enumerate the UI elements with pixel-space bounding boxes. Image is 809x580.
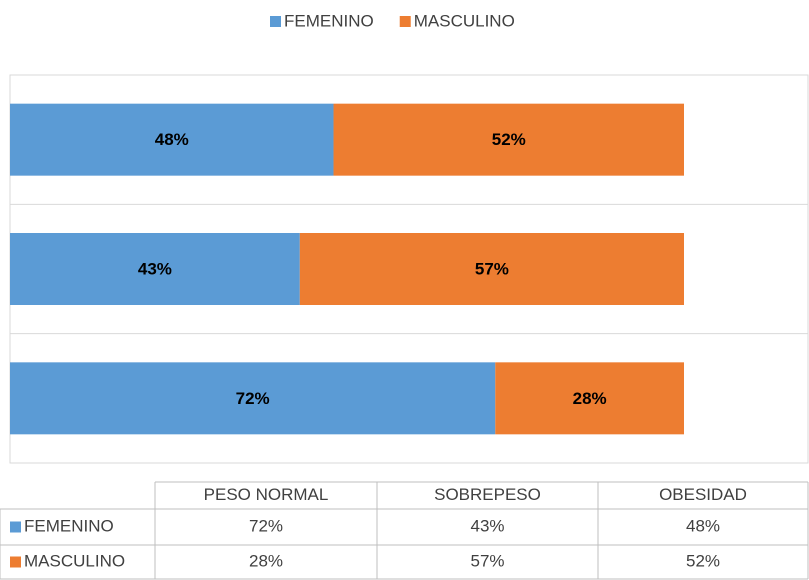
bar-segment: [10, 103, 334, 176]
table-row-label: MASCULINO: [24, 551, 125, 570]
data-label: 72%: [236, 389, 270, 408]
table-row-label: FEMENINO: [24, 516, 114, 535]
table-cell: 57%: [470, 551, 504, 570]
table-cell: 43%: [470, 516, 504, 535]
bar-segment: [299, 233, 684, 305]
data-label: 57%: [475, 259, 509, 278]
legend-label: FEMENINO: [284, 11, 374, 30]
table-cell: 28%: [249, 551, 283, 570]
table-header: PESO NORMAL: [204, 485, 329, 504]
table-swatch: [10, 556, 21, 568]
bar-segment: [333, 103, 684, 176]
data-label: 48%: [155, 130, 189, 149]
legend-label: MASCULINO: [414, 11, 515, 30]
table-header: SOBREPESO: [434, 485, 541, 504]
table-swatch: [10, 521, 21, 533]
data-label: 28%: [573, 389, 607, 408]
table-cell: 48%: [686, 516, 720, 535]
bar-segment: [10, 233, 300, 305]
table-cell: 72%: [249, 516, 283, 535]
table-header: OBESIDAD: [659, 485, 747, 504]
legend-swatch: [399, 16, 411, 27]
bar-segment: [495, 362, 684, 435]
bar-segment: [10, 362, 496, 435]
data-label: 52%: [492, 130, 526, 149]
table-cell: 52%: [686, 551, 720, 570]
legend-swatch: [270, 16, 281, 27]
data-label: 43%: [138, 259, 172, 278]
